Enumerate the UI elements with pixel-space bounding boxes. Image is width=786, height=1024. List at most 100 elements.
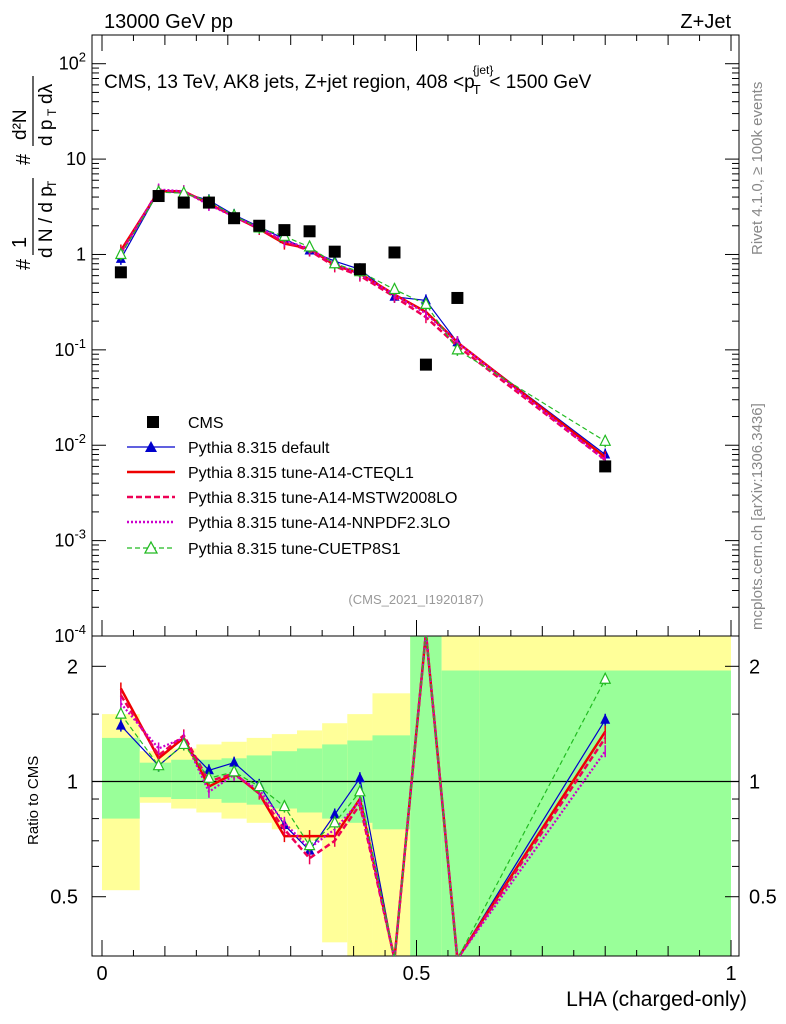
ratio-y-tick-label-right: 1 — [749, 772, 760, 794]
ratio-series-4-point — [599, 671, 612, 684]
uncertainty-band-inner — [372, 735, 411, 830]
ratio-series-0-point — [329, 808, 340, 819]
legend-label-cuetp8s1: Pythia 8.315 tune-CUETP8S1 — [188, 541, 401, 558]
svg-text:d²N: d²N — [10, 109, 31, 140]
svg-text:1: 1 — [9, 237, 31, 248]
legend-marker-default — [145, 441, 157, 452]
main-series-4-point — [388, 282, 401, 295]
svg-text:dλ: dλ — [36, 83, 57, 104]
header-right: Z+Jet — [680, 11, 731, 33]
legend-label-nnpdf: Pythia 8.315 tune-A14-NNPDF2.3LO — [188, 515, 450, 532]
main-series-4-point — [451, 342, 464, 355]
main-y-tick-label: 10-3 — [54, 527, 86, 551]
uncertainty-band-inner — [479, 670, 731, 956]
cms-data-point — [152, 190, 165, 203]
cms-data-point — [419, 358, 432, 371]
ratio-series-4-point — [303, 838, 316, 851]
main-series-4-point — [328, 256, 341, 269]
ratio-series-0-point — [203, 764, 214, 775]
ratio-uncertainty-bands — [92, 636, 739, 956]
ratio-series-2-line — [119, 636, 607, 956]
cms-data-point — [202, 196, 215, 209]
cms-data-point — [303, 225, 316, 238]
ratio-series-0-point — [115, 719, 126, 730]
main-y-tick-label: 102 — [59, 50, 86, 74]
uncertainty-band-inner — [271, 751, 297, 809]
svg-text:#: # — [13, 258, 35, 270]
x-tick-label: 1 — [725, 963, 736, 985]
ratio-y-tick-label-right: 2 — [749, 656, 760, 678]
svg-text:T: T — [45, 108, 59, 116]
ratio-series-4-point — [353, 784, 366, 797]
analysis-id: (CMS_2021_I1920187) — [348, 592, 483, 607]
cms-data-point — [328, 245, 341, 258]
ratio-y-label: Ratio to CMS — [25, 756, 42, 845]
main-series-4-point — [419, 297, 432, 309]
svg-text:d N / d p: d N / d p — [36, 186, 57, 258]
ratio-y-tick-label: 1 — [67, 772, 78, 794]
ratio-y-tick-label-right: 0.5 — [749, 887, 777, 909]
x-tick-label: 0 — [96, 963, 107, 985]
svg-text:d p: d p — [36, 120, 57, 146]
x-tick-label: 0.5 — [403, 963, 431, 985]
cms-data-point — [114, 266, 127, 279]
legend-marker-cms — [147, 416, 159, 428]
main-series-4-point — [114, 247, 127, 260]
x-axis: 0 0.5 1 — [96, 35, 737, 985]
cms-data-point — [599, 460, 612, 473]
main-y-tick-label: 10-1 — [54, 336, 86, 360]
legend: CMS Pythia 8.315 default Pythia 8.315 tu… — [127, 415, 457, 558]
ratio-plot-frame — [91, 635, 740, 957]
main-y-label: # 1 d N / d p T # d²N d p T dλ — [9, 76, 59, 270]
main-y-tick-label: 1 — [76, 244, 86, 264]
svg-text:T: T — [45, 180, 59, 188]
legend-label-cteql1: Pythia 8.315 tune-A14-CTEQL1 — [188, 465, 414, 482]
ratio-series-4-point — [253, 779, 266, 792]
legend-marker-cuetp8s1 — [143, 540, 159, 554]
header-left: 13000 GeV pp — [104, 11, 233, 33]
ratio-series-4-point — [152, 758, 165, 771]
main-series-4-point — [599, 433, 612, 446]
ratio-series-0-point — [354, 772, 365, 783]
ratio-series-4-point — [177, 737, 190, 750]
cms-data-point — [177, 196, 190, 209]
x-axis-label: LHA (charged-only) — [566, 988, 747, 1011]
ratio-y-tick-label: 2 — [67, 656, 78, 678]
main-y-tick-label: 10-4 — [54, 622, 86, 646]
ratio-series-4-line — [120, 636, 606, 956]
main-series-3-line — [119, 188, 606, 461]
main-y-tick-label: 10-2 — [54, 431, 86, 455]
cms-data-point — [228, 212, 241, 225]
main-series-4-point — [303, 239, 316, 252]
legend-label-default: Pythia 8.315 default — [188, 440, 330, 457]
legend-label-cms: CMS — [188, 415, 224, 432]
ratio-series-4-point — [328, 815, 341, 828]
uncertainty-band-inner — [296, 748, 323, 813]
ratio-series-4-point — [228, 764, 241, 777]
ratio-series-3-line — [120, 636, 607, 956]
uncertainty-band-inner — [171, 759, 197, 800]
main-y-axis: 10-4 10-3 10-2 10-1 1 10 102 — [54, 50, 739, 646]
uncertainty-band-inner — [410, 636, 442, 956]
main-y-tick-label: 10 — [66, 149, 86, 169]
ratio-series-4-point — [114, 706, 127, 719]
legend-label-mstw: Pythia 8.315 tune-A14-MSTW2008LO — [188, 490, 457, 507]
cms-data-point — [253, 219, 266, 232]
ratio-series-0-point — [600, 713, 611, 724]
ratio-series-layer — [114, 636, 612, 956]
ratio-series-4-point — [202, 770, 215, 783]
ratio-series-4-point — [278, 799, 291, 812]
ratio-series-group — [114, 636, 612, 956]
svg-text:#: # — [13, 153, 35, 165]
ratio-y-axis: 0.5 0.5 1 1 2 2 — [50, 656, 777, 908]
rivet-label: Rivet 4.1.0, ≥ 100k events — [749, 82, 766, 255]
cms-data-point — [353, 263, 366, 276]
cms-data-point — [278, 224, 291, 237]
plot-title: CMS, 13 TeV, AK8 jets, Z+jet region, 408… — [104, 63, 592, 97]
uncertainty-band-inner — [441, 670, 480, 956]
mcplots-label: mcplots.cern.ch [arXiv:1306.3436] — [749, 403, 766, 630]
ratio-series-0-point — [229, 756, 240, 767]
cms-data-point — [451, 291, 464, 304]
uncertainty-band-inner — [102, 737, 140, 819]
